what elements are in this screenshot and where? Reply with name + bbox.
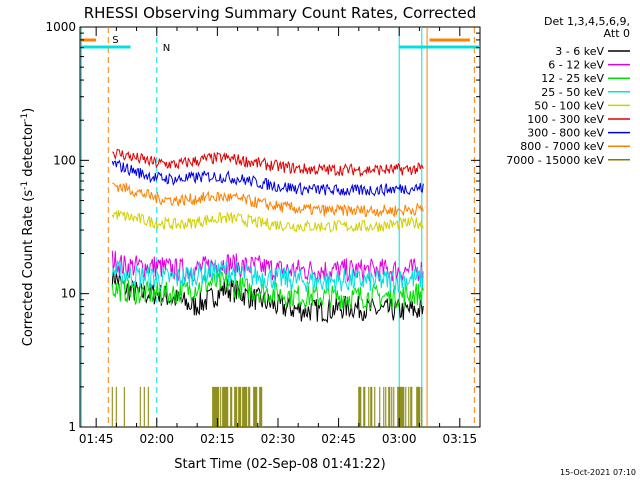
legend-label: 7000 - 15000 keV bbox=[506, 154, 604, 167]
y-axis-label-sup2: -1 bbox=[20, 113, 30, 122]
y-axis-label-sup1: -1 bbox=[20, 181, 30, 190]
marker-n-label: N bbox=[163, 43, 170, 54]
legend-label: 50 - 100 keV bbox=[534, 99, 604, 112]
legend-header-2: Att 0 bbox=[604, 27, 630, 40]
y-axis-label-end: ) bbox=[21, 108, 36, 113]
x-tick-label: 02:00 bbox=[139, 432, 174, 446]
x-tick-label: 02:45 bbox=[321, 432, 356, 446]
series-line-2 bbox=[111, 271, 424, 310]
legend-label: 300 - 800 keV bbox=[527, 127, 604, 140]
y-tick-label: 1 bbox=[68, 420, 76, 434]
legend-label: 800 - 7000 keV bbox=[520, 140, 604, 153]
legend-header-1: Det 1,3,4,5,6,9, bbox=[544, 15, 630, 28]
y-tick-label: 1000 bbox=[45, 20, 76, 34]
series-line-1 bbox=[111, 250, 424, 283]
y-tick-label: 10 bbox=[61, 287, 76, 301]
plot-area: 01:45 02:00 02:15 02:30 02:45 03:00 03:15 1101… bbox=[45, 20, 481, 446]
series-lines bbox=[111, 148, 424, 324]
plot-frame bbox=[79, 26, 481, 428]
legend-label: 3 - 6 keV bbox=[555, 45, 604, 58]
y-axis-label-main: Corrected Count Rate (s bbox=[21, 190, 36, 347]
y-axis-label-mid: detector bbox=[21, 121, 36, 181]
x-axis-label: Start Time (02-Sep-08 01:41:22) bbox=[174, 457, 385, 472]
x-tick-label: 03:00 bbox=[382, 432, 417, 446]
legend-label: 25 - 50 keV bbox=[541, 86, 604, 99]
footer-date: 15-Oct-2021 07:10 bbox=[560, 468, 636, 477]
x-tick-label: 03:15 bbox=[443, 432, 478, 446]
attenuator-bars bbox=[111, 386, 423, 427]
series-line-7 bbox=[112, 182, 424, 218]
x-axis-ticks: 01:45 02:00 02:15 02:30 02:45 03:00 03:15 bbox=[79, 27, 481, 446]
series-line-6 bbox=[111, 159, 424, 198]
y-axis-ticks: 1 10 100 1000 bbox=[45, 20, 480, 434]
y-axis-label: Corrected Count Rate (s-1 detector-1) bbox=[20, 108, 36, 346]
series-line-4 bbox=[111, 210, 424, 233]
x-tick-label: 01:45 bbox=[79, 432, 114, 446]
y-tick-label: 100 bbox=[53, 153, 76, 167]
x-tick-label: 02:15 bbox=[200, 432, 235, 446]
legend-label: 6 - 12 keV bbox=[548, 59, 604, 72]
series-line-5 bbox=[112, 148, 424, 178]
state-lines bbox=[80, 27, 480, 427]
legend-label: 100 - 300 keV bbox=[527, 113, 604, 126]
series-line-3 bbox=[111, 259, 424, 293]
legend-label: 12 - 25 keV bbox=[541, 72, 604, 85]
chart-title: RHESSI Observing Summary Count Rates, Co… bbox=[84, 4, 477, 22]
marker-s-label: S bbox=[112, 35, 118, 46]
x-tick-label: 02:30 bbox=[261, 432, 296, 446]
